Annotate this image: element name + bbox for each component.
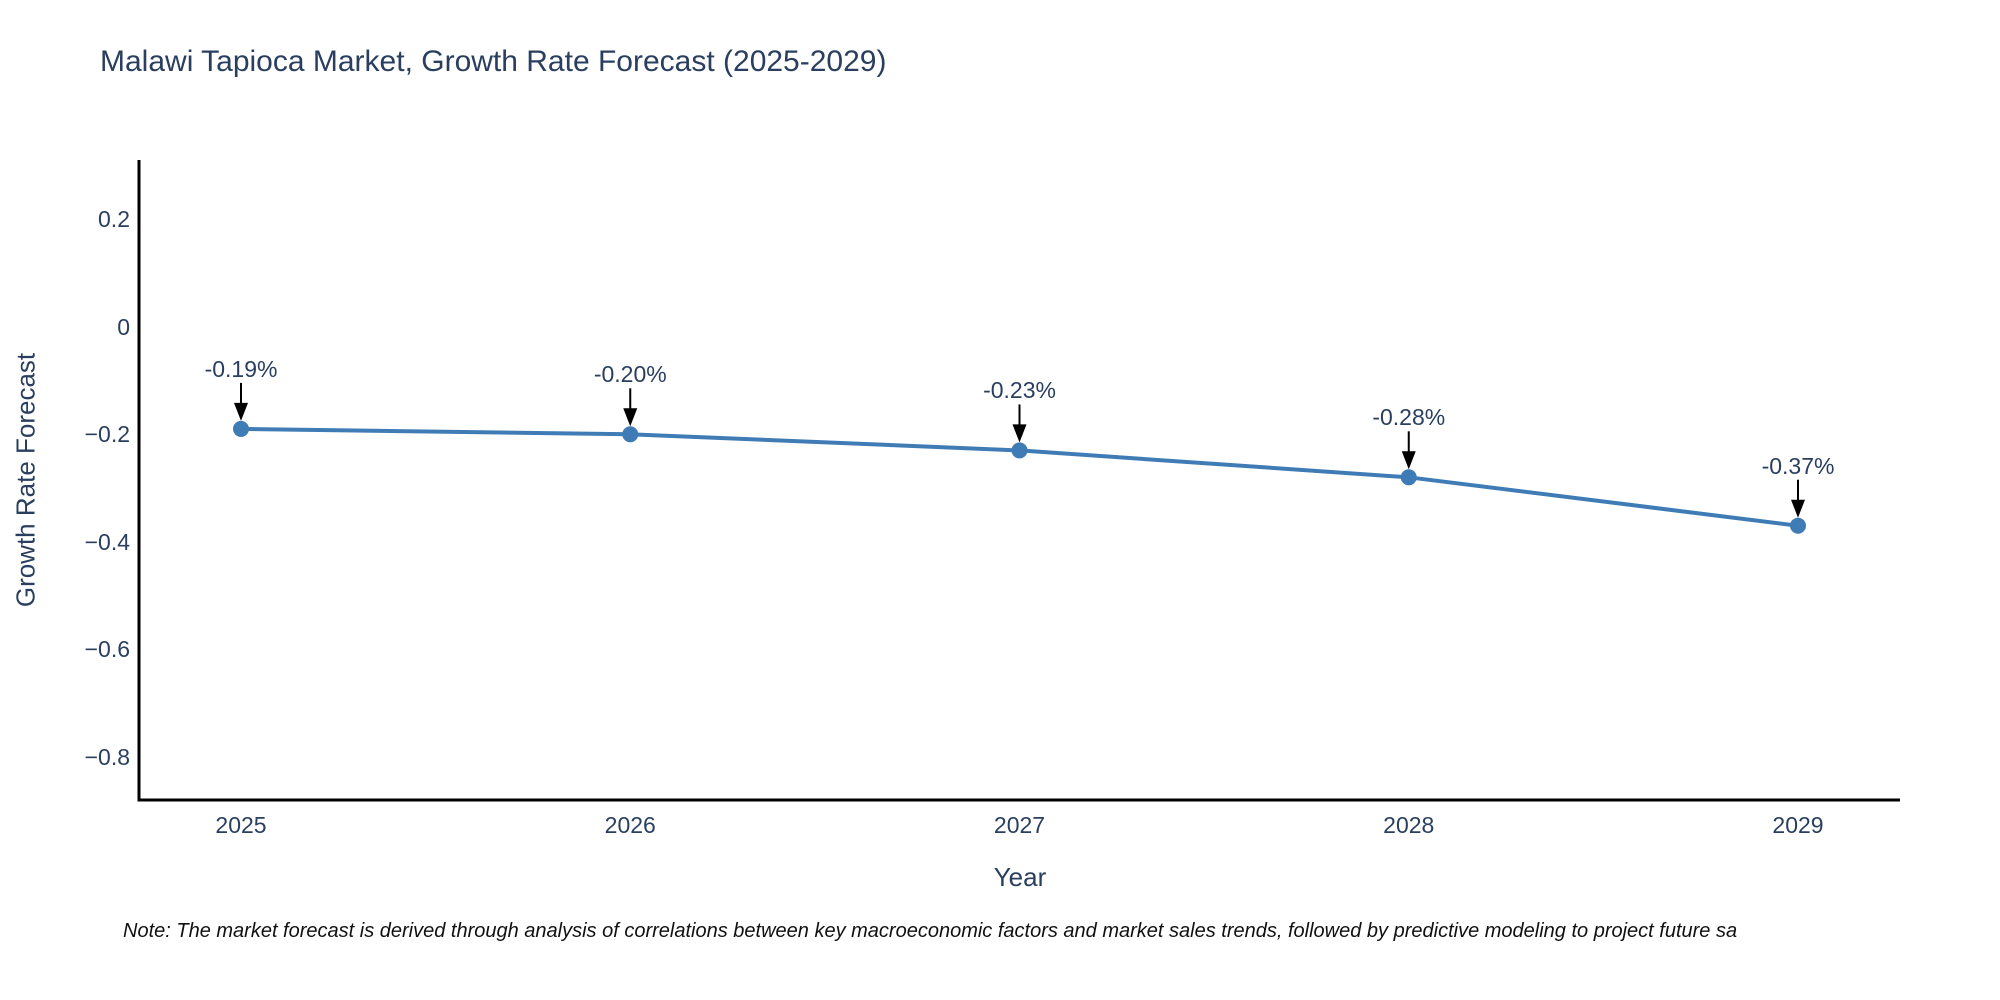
annotation-arrow-head: [234, 402, 248, 421]
chart-footnote: Note: The market forecast is derived thr…: [123, 920, 1738, 942]
x-tick-label: 2027: [993, 812, 1046, 838]
annotation-arrow-head: [623, 408, 638, 427]
data-point: [1400, 469, 1417, 486]
y-tick-label: 0: [117, 313, 130, 340]
point-annotation: -0.37%: [1761, 452, 1835, 479]
x-axis-title: Year: [993, 862, 1047, 892]
x-tick-label: 2025: [215, 812, 267, 838]
point-annotation: -0.23%: [983, 377, 1056, 404]
point-annotation: -0.28%: [1372, 404, 1446, 431]
data-point: [233, 420, 249, 437]
x-tick-label: 2026: [604, 812, 656, 838]
point-annotation: -0.20%: [593, 361, 667, 388]
point-annotation: -0.19%: [204, 355, 278, 382]
x-tick-label: 2029: [1772, 812, 1824, 838]
annotation-arrow-head: [1401, 451, 1416, 470]
data-point: [622, 426, 639, 443]
x-tick-label: 2028: [1383, 812, 1435, 838]
data-point: [1790, 517, 1806, 534]
y-tick-label: −0.2: [84, 421, 130, 448]
annotation-arrow-head: [1012, 424, 1027, 443]
annotation-arrow-head: [1791, 499, 1805, 518]
y-tick-label: −0.4: [84, 528, 130, 555]
chart-title: Malawi Tapioca Market, Growth Rate Forec…: [100, 45, 887, 78]
y-tick-label: −0.8: [84, 743, 130, 770]
y-tick-label: −0.6: [84, 636, 130, 663]
data-point: [1011, 442, 1028, 459]
y-tick-label: 0.2: [98, 206, 130, 233]
